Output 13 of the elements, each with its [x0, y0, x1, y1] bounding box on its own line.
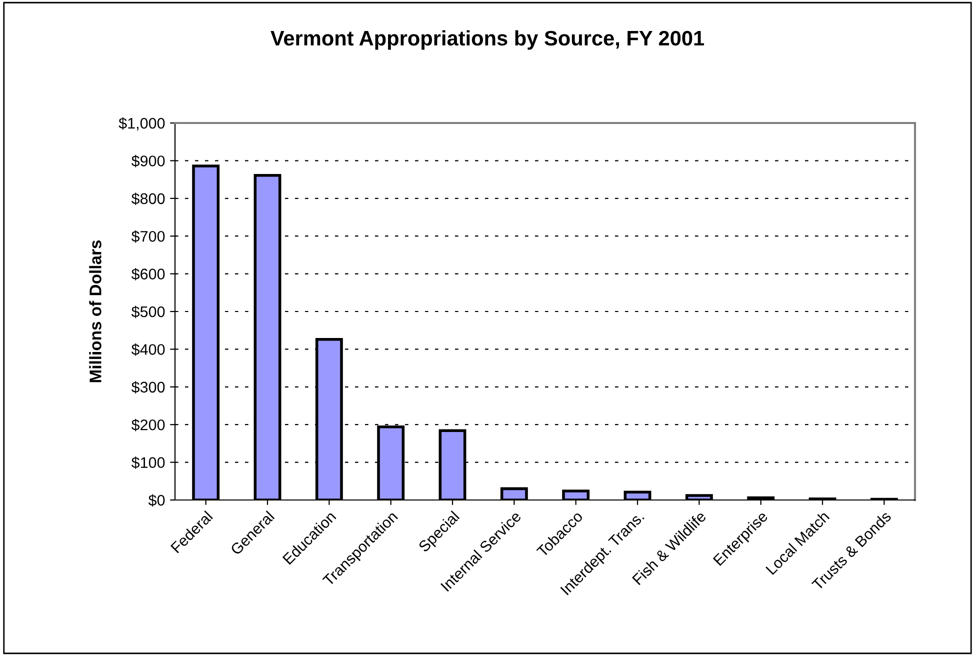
chart-title: Vermont Appropriations by Source, FY 2001 — [270, 30, 704, 50]
y-tick-label: $200 — [131, 418, 165, 432]
y-tick-label: $1,000 — [118, 117, 165, 130]
y-tick-label: $100 — [131, 456, 165, 469]
y-tick-label: $500 — [131, 306, 165, 318]
y-tick-label: $300 — [131, 381, 165, 394]
y-tick-label: $600 — [131, 268, 165, 280]
y-tick-label: $900 — [131, 154, 165, 168]
y-tick-label: $700 — [131, 230, 165, 243]
y-tick-label: $0 — [148, 494, 165, 507]
y-axis-title: Millions of Dollars — [89, 240, 102, 382]
y-tick-label: $800 — [131, 192, 165, 205]
y-tick-label: $400 — [131, 343, 165, 356]
